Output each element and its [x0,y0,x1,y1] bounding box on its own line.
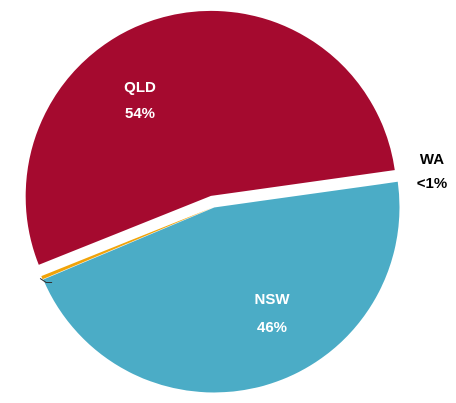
slice-value-label: <1% [417,175,447,192]
pie-slice [41,180,401,394]
slice-value-label: 46% [257,319,287,336]
leader-line [39,278,53,283]
slice-value-label: 54% [125,105,155,122]
pie-slice [24,9,396,267]
slice-label: WA [420,151,444,168]
pie-slice [41,207,214,280]
slice-label: NSW [255,291,291,308]
slice-label: QLD [124,79,156,96]
